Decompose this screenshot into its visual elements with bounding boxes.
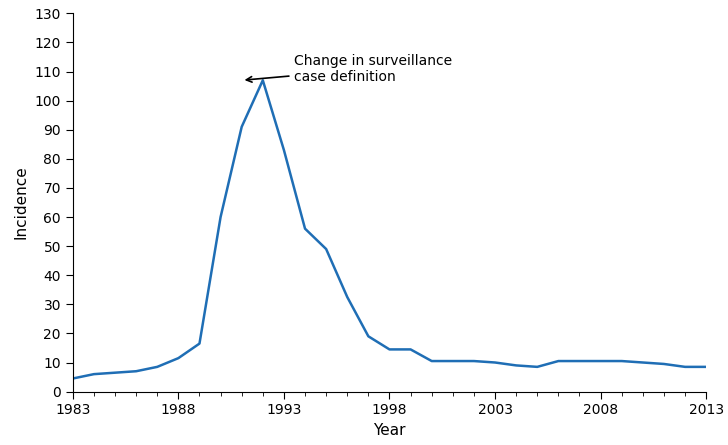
Y-axis label: Incidence: Incidence [14,166,29,239]
Text: Change in surveillance
case definition: Change in surveillance case definition [246,53,453,84]
X-axis label: Year: Year [373,423,405,438]
